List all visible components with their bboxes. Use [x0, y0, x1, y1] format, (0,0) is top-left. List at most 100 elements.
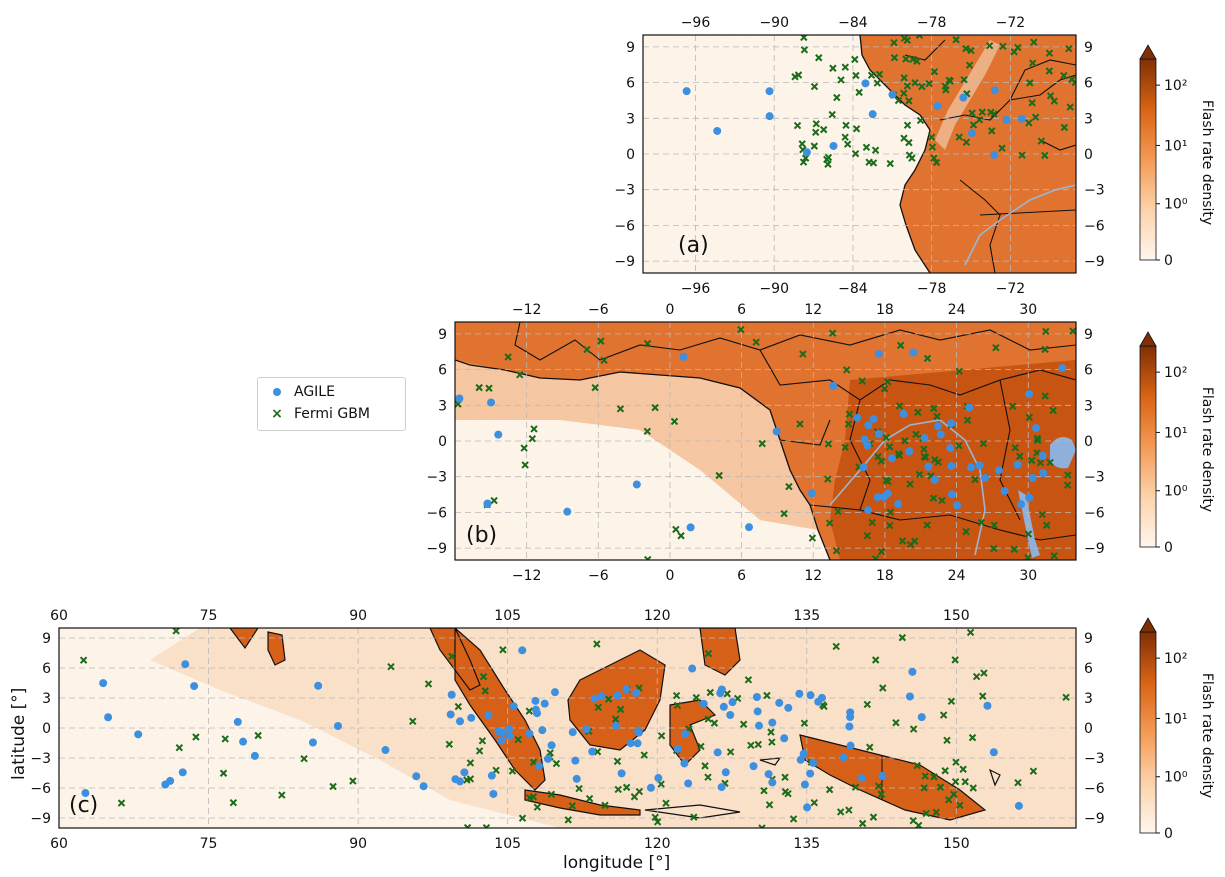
fermi-marker [875, 70, 884, 78]
fermi-marker [930, 773, 938, 781]
agile-marker [1017, 114, 1026, 123]
fermi-marker [869, 813, 878, 821]
fermi-marker [673, 701, 682, 710]
agile-marker [749, 762, 758, 771]
colorbar-tick-label: 10² [1164, 78, 1187, 94]
agile-marker [487, 398, 496, 407]
fermi-marker [988, 127, 996, 135]
fermi-marker [1043, 521, 1051, 529]
fermi-marker [800, 46, 809, 54]
fermi-marker [704, 649, 713, 658]
lat-tick-right: −9 [1084, 541, 1105, 557]
agile-marker [633, 739, 642, 748]
fermi-marker [868, 518, 876, 527]
fermi-marker [387, 663, 395, 671]
agile-marker [989, 748, 998, 757]
agile-marker [909, 348, 918, 357]
agile-marker [622, 685, 631, 694]
fermi-marker [640, 751, 648, 759]
colorbar-title: Flash rate density [1199, 100, 1215, 225]
fermi-marker [79, 656, 88, 664]
fermi-marker [726, 748, 735, 756]
agile-marker [806, 691, 815, 700]
lat-tick-left: 9 [626, 40, 635, 56]
fermi-marker [987, 108, 995, 116]
density-speckle [59, 628, 1076, 828]
fermi-marker [117, 799, 126, 807]
fermi-marker [479, 672, 488, 681]
fermi-marker [1030, 38, 1038, 46]
fermi-marker [903, 121, 912, 129]
fermi-marker [906, 540, 915, 549]
fermi-marker [843, 366, 851, 374]
lon-tick-bottom: −78 [917, 281, 947, 297]
lat-tick-left: −6 [614, 218, 635, 234]
agile-marker [719, 702, 728, 711]
agile-marker [483, 500, 492, 509]
agile-marker [894, 500, 903, 509]
fermi-marker [789, 815, 798, 823]
colorbar-extend-arrow [1139, 617, 1157, 633]
agile-marker [768, 718, 777, 727]
colorbar [1139, 58, 1157, 261]
agile-marker [446, 710, 455, 719]
fermi-marker [604, 695, 613, 703]
grid-lines [455, 322, 1076, 560]
fermi-marker [906, 480, 914, 488]
colorbar-tick-label: 10² [1164, 651, 1187, 667]
agile-marker [626, 739, 635, 748]
fermi-marker [670, 417, 679, 426]
fermi-marker [905, 138, 913, 147]
fermi-marker [1034, 436, 1042, 445]
lat-tick-left: −9 [426, 541, 447, 557]
fermi-marker [812, 120, 820, 128]
lon-tick-top: 60 [50, 608, 68, 624]
fermi-marker [630, 793, 639, 801]
lon-tick-top: 150 [943, 608, 970, 624]
fermi-marker [575, 784, 583, 793]
fermi-marker [833, 93, 841, 102]
border-lines [514, 322, 1076, 541]
fermi-marker [767, 728, 775, 736]
fermi-marker [1010, 48, 1018, 56]
fermi-marker [969, 121, 978, 129]
lat-tick-left: 3 [42, 691, 51, 707]
fermi-marker [999, 42, 1007, 51]
agile-marker [795, 689, 804, 698]
fermi-marker [1045, 49, 1054, 57]
lon-tick-bottom: 90 [349, 836, 367, 852]
fermi-marker [975, 116, 984, 124]
fermi-marker [601, 801, 609, 810]
fermi-marker [1064, 471, 1072, 479]
agile-marker [1013, 460, 1022, 469]
fermi-marker [799, 158, 808, 166]
fermi-marker [811, 128, 820, 136]
lon-tick-top: 135 [793, 608, 820, 624]
lon-tick-top: −6 [588, 302, 609, 318]
agile-marker [484, 711, 493, 720]
fermi-marker [1069, 327, 1076, 335]
fermi-marker [965, 61, 974, 69]
fermi-marker [1060, 71, 1068, 80]
lat-tick-right: −9 [1084, 254, 1105, 270]
lon-tick-bottom: 24 [948, 568, 966, 584]
fermi-marker [1029, 59, 1037, 67]
panel-a-ticks: −96 −96 −90 −90 −84 −84 −78 −78 −72 −72 −9 −9 −6 −6 −3… [614, 15, 1104, 297]
agile-marker [829, 381, 838, 390]
agile-marker [784, 703, 793, 712]
fermi-marker [799, 350, 807, 358]
fermi-marker [514, 735, 522, 744]
fermi-marker [867, 71, 876, 79]
markers [455, 325, 1076, 560]
agile-marker [104, 713, 113, 722]
fermi-marker [800, 719, 809, 727]
fermi-marker [942, 86, 950, 94]
fermi-marker [1026, 79, 1034, 87]
fermi-marker [877, 790, 886, 798]
agile-marker [597, 692, 606, 701]
fermi-marker [568, 802, 577, 810]
agile-marker [688, 664, 697, 673]
agile-marker [455, 394, 464, 403]
agile-marker [489, 789, 498, 798]
agile-marker [540, 699, 549, 708]
